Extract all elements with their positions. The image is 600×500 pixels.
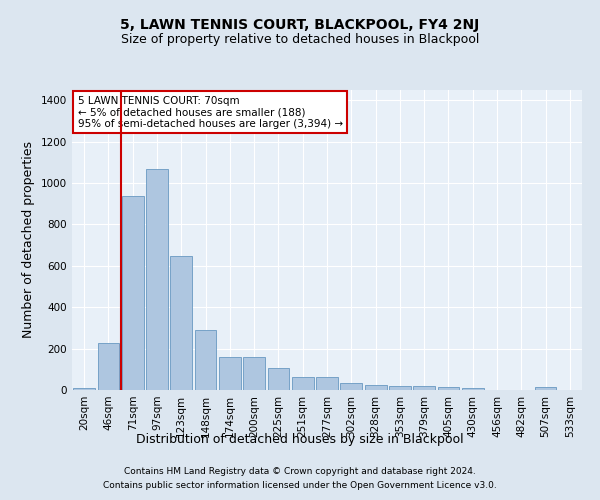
Bar (97, 344, 119, 390)
Bar (73, 388, 95, 390)
Bar (292, 376, 314, 390)
Bar (437, 387, 460, 390)
Bar (535, 387, 556, 390)
Text: 5, LAWN TENNIS COURT, BLACKPOOL, FY4 2NJ: 5, LAWN TENNIS COURT, BLACKPOOL, FY4 2NJ (121, 18, 479, 32)
Text: 5 LAWN TENNIS COURT: 70sqm
← 5% of detached houses are smaller (188)
95% of semi: 5 LAWN TENNIS COURT: 70sqm ← 5% of detac… (77, 96, 343, 129)
Text: Contains public sector information licensed under the Open Government Licence v3: Contains public sector information licen… (103, 481, 497, 490)
Text: Distribution of detached houses by size in Blackpool: Distribution of detached houses by size … (136, 432, 464, 446)
Bar (316, 376, 338, 390)
Bar (462, 388, 484, 390)
Y-axis label: Number of detached properties: Number of detached properties (22, 142, 35, 338)
Text: Contains HM Land Registry data © Crown copyright and database right 2024.: Contains HM Land Registry data © Crown c… (124, 468, 476, 476)
Bar (146, 168, 168, 390)
Bar (365, 385, 386, 390)
Bar (219, 357, 241, 390)
Bar (243, 357, 265, 390)
Bar (170, 256, 192, 390)
Bar (194, 330, 217, 390)
Bar (340, 383, 362, 390)
Bar (413, 386, 435, 390)
Bar (122, 196, 143, 390)
Text: Size of property relative to detached houses in Blackpool: Size of property relative to detached ho… (121, 32, 479, 46)
Bar (389, 386, 411, 390)
Bar (268, 368, 289, 390)
